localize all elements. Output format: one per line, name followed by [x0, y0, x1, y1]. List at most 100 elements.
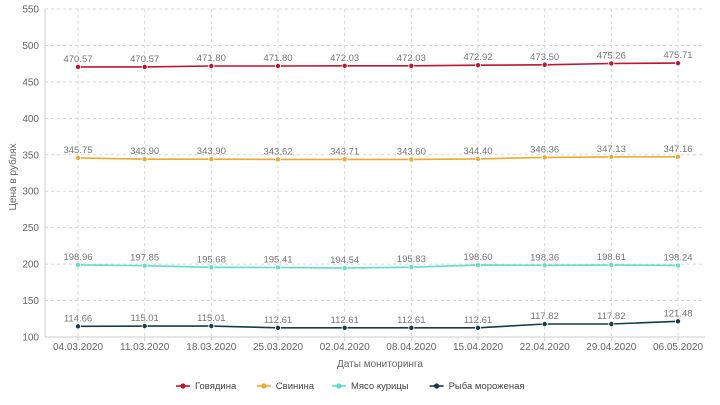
data-label: 472.03: [397, 53, 426, 64]
data-point: [474, 155, 481, 162]
data-label: 343.71: [330, 146, 359, 157]
data-label: 112.61: [397, 315, 425, 326]
data-label: 112.61: [330, 315, 358, 326]
data-point: [608, 60, 615, 67]
data-point: [75, 154, 82, 161]
y-tick-label: 100: [22, 333, 39, 344]
legend-item: Говядина: [176, 381, 237, 392]
data-point: [541, 154, 548, 161]
data-point: [675, 153, 682, 160]
data-point: [141, 156, 148, 163]
legend-swatch-marker: [261, 383, 267, 389]
data-label: 198.61: [597, 252, 626, 263]
data-label: 195.41: [263, 254, 292, 265]
data-point: [208, 62, 215, 69]
data-label: 112.61: [264, 315, 292, 326]
data-point: [408, 62, 415, 69]
x-tick-label: 18.03.2020: [186, 342, 236, 353]
data-point: [408, 324, 415, 331]
series-line: [77, 320, 679, 329]
y-tick-label: 450: [22, 77, 39, 88]
data-point: [141, 63, 148, 70]
y-tick-label: 250: [22, 223, 39, 234]
data-point: [208, 323, 215, 330]
y-tick-label: 300: [22, 187, 39, 198]
data-label: 117.82: [597, 311, 625, 322]
legend-label: Мясо курицы: [351, 381, 409, 392]
data-label: 346.36: [530, 144, 559, 155]
y-tick-label: 400: [22, 114, 39, 125]
data-label: 112.61: [464, 315, 492, 326]
data-label: 473.50: [530, 52, 559, 63]
data-label: 198.36: [530, 252, 559, 263]
data-label: 194.54: [330, 255, 359, 266]
x-axis: 04.03.2020 11.03.2020 18.03.2020 25.03.2020…: [45, 336, 705, 353]
y-tick-label: 550: [22, 5, 39, 16]
data-label: 347.16: [663, 144, 692, 155]
legend-item: Мясо курицы: [332, 381, 409, 392]
series-2: [75, 153, 682, 163]
legend-swatch-marker: [180, 383, 186, 389]
data-point: [608, 321, 615, 328]
data-label: 343.60: [397, 146, 426, 157]
series-1: [75, 60, 682, 70]
data-label: 198.96: [63, 252, 92, 263]
data-label: 197.85: [130, 253, 159, 264]
data-point: [274, 324, 281, 331]
y-tick-label: 150: [22, 296, 39, 307]
legend-label: Свинина: [276, 381, 315, 392]
y-tick-label: 500: [22, 41, 39, 52]
data-point: [608, 153, 615, 160]
data-point: [341, 62, 348, 69]
data-label: 114.66: [64, 313, 92, 324]
data-label: 195.83: [397, 254, 426, 265]
data-label: 347.13: [597, 144, 626, 155]
x-tick-label: 02.04.2020: [320, 342, 370, 353]
data-label: 115.01: [197, 313, 225, 324]
data-point: [274, 264, 281, 271]
data-label: 471.80: [197, 53, 226, 64]
series-line: [77, 156, 679, 161]
data-point: [541, 262, 548, 269]
data-point: [675, 60, 682, 67]
data-label: 475.71: [663, 50, 692, 61]
legend-label: Рыба мороженая: [449, 381, 525, 392]
data-label: 343.90: [130, 146, 159, 157]
data-label: 121.48: [663, 308, 692, 319]
data-label: 195.68: [197, 254, 226, 265]
data-point: [341, 324, 348, 331]
y-axis-title: Цена в рублях: [7, 143, 19, 210]
data-label: 344.40: [463, 146, 492, 157]
data-point: [675, 318, 682, 325]
series-layer: [75, 60, 682, 331]
series-line: [78, 62, 679, 68]
x-tick-label: 06.05.2020: [653, 342, 703, 353]
data-point: [541, 321, 548, 328]
data-point: [408, 264, 415, 271]
data-label: 472.03: [330, 53, 359, 64]
data-label: 472.92: [463, 52, 492, 63]
data-point: [341, 265, 348, 272]
data-label: 115.01: [130, 313, 158, 324]
series-line: [77, 264, 679, 269]
data-point: [141, 323, 148, 330]
data-label: 345.75: [63, 145, 92, 156]
data-label: 198.24: [663, 252, 692, 263]
y-axis: 100 150 200 250 300 350 400 450 500 550: [22, 5, 46, 344]
legend-label: Говядина: [195, 381, 237, 392]
series-4: [75, 318, 682, 331]
data-point: [141, 262, 148, 269]
data-point: [608, 262, 615, 269]
data-point: [341, 156, 348, 163]
data-label: 117.82: [530, 311, 558, 322]
data-point: [474, 262, 481, 269]
data-point: [274, 62, 281, 69]
data-point: [474, 62, 481, 69]
legend-swatch-marker: [434, 383, 440, 389]
legend-item: Свинина: [256, 381, 315, 392]
legend-swatch-marker: [336, 383, 342, 389]
x-axis-title: Даты мониторинга: [337, 359, 423, 370]
x-tick-label: 15.04.2020: [453, 342, 503, 353]
